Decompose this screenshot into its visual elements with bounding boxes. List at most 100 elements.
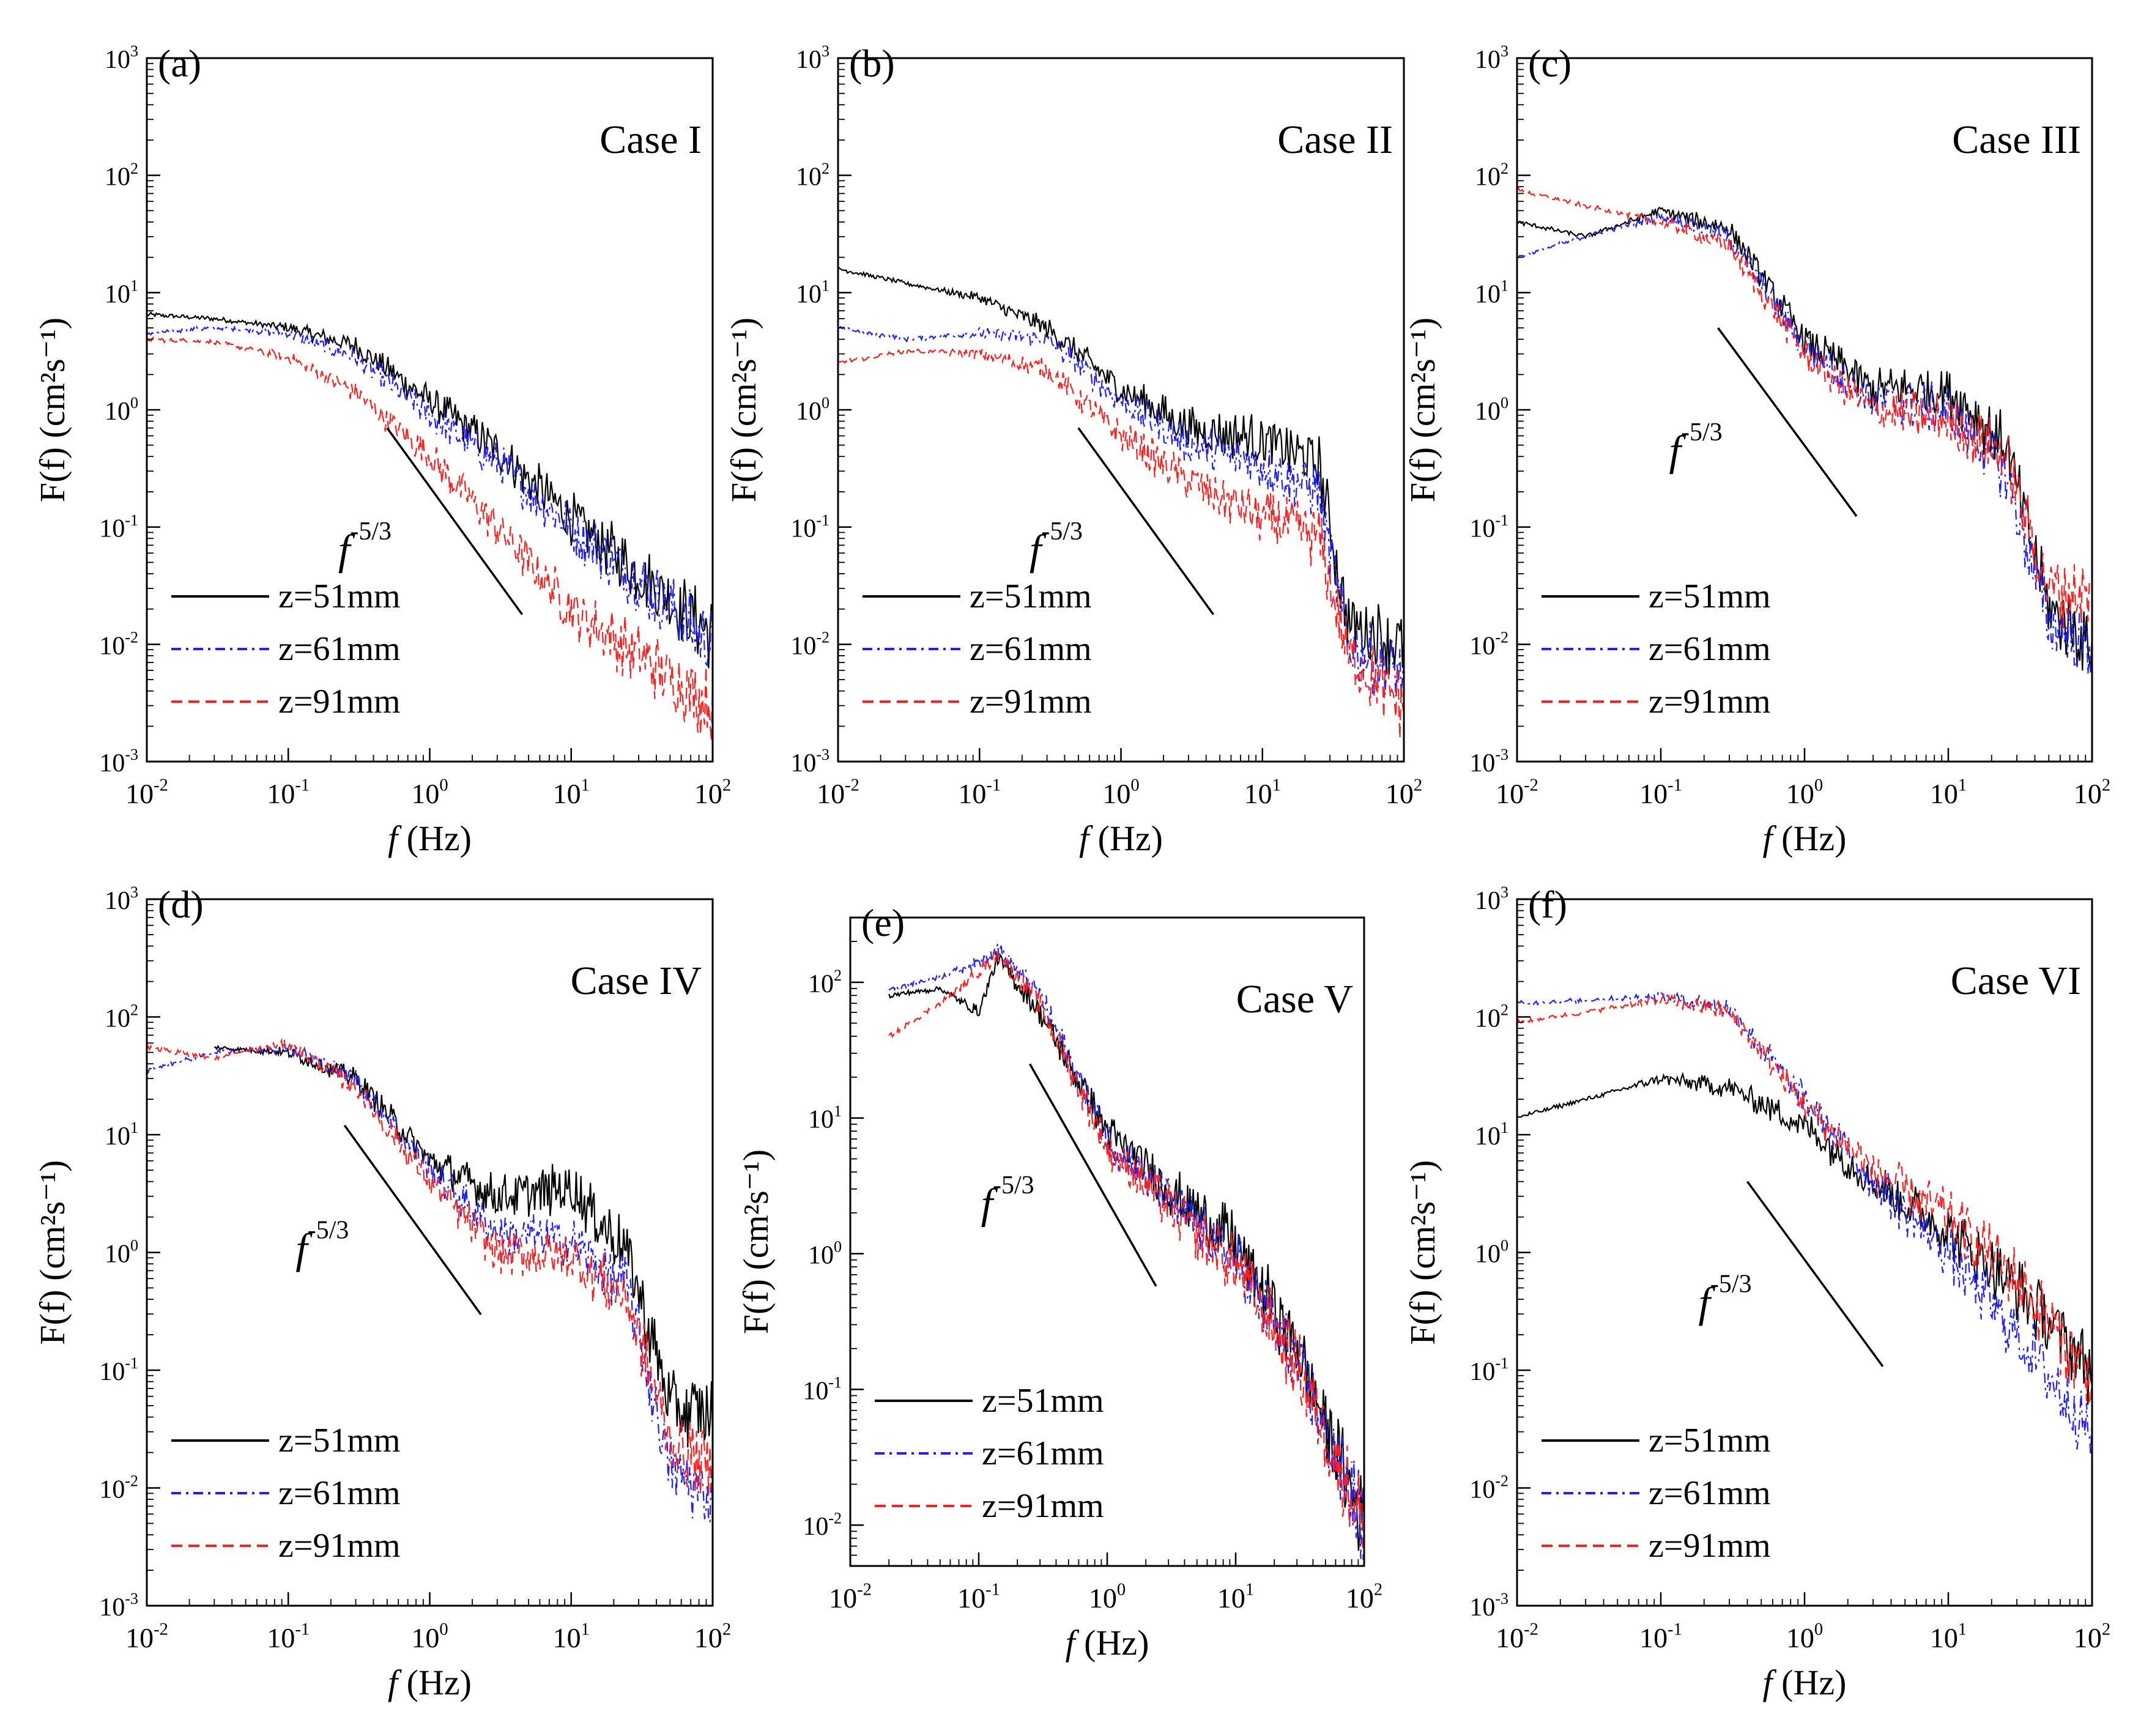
case-title: Case I — [599, 117, 702, 162]
series-line-z-51mm — [837, 267, 1405, 675]
y-tick-label: 10-1 — [803, 1373, 842, 1405]
y-tick-label: 101 — [796, 276, 829, 308]
slope-reference-line — [343, 1124, 482, 1316]
series-line-z-61mm — [146, 1044, 714, 1523]
slope-reference-line — [1077, 427, 1214, 615]
y-tick-label: 10-1 — [1469, 1354, 1508, 1386]
x-tick-label: 102 — [694, 776, 731, 809]
chart-panel-3: 10-2 10-1 100 101 10210-310-210-110010110210… — [1403, 42, 2110, 858]
series-line-z-61mm — [146, 324, 714, 667]
x-tick-label: 10-1 — [267, 776, 310, 809]
y-tick-label: 10-2 — [99, 1472, 138, 1504]
slope-reference-line — [386, 427, 523, 615]
y-tick-label: 102 — [105, 1001, 138, 1033]
x-tick-label: 100 — [1786, 1620, 1823, 1653]
case-title: Case II — [1277, 117, 1393, 162]
y-axis-label: F(f) (cm²s⁻¹) — [32, 317, 72, 502]
y-tick-label: 10-2 — [1469, 628, 1508, 660]
y-tick-label: 10-2 — [99, 628, 138, 660]
x-tick-label: 100 — [1089, 1580, 1126, 1614]
legend-entry-z-51mm: z=51mm — [970, 577, 1092, 615]
x-tick-label: 102 — [2074, 1620, 2110, 1653]
y-tick-label: 10-2 — [790, 628, 829, 660]
x-axis-label: f (Hz) — [1079, 818, 1163, 858]
series-line-z-91mm — [1516, 992, 2093, 1404]
slope-label: f-5/3 — [295, 1216, 349, 1272]
series-line-z-91mm — [146, 336, 714, 742]
legend-entry-z-61mm: z=61mm — [982, 1434, 1104, 1472]
y-tick-label: 10-1 — [790, 511, 829, 543]
y-tick-label: 10-3 — [790, 746, 829, 777]
x-tick-label: 100 — [1102, 776, 1139, 809]
y-tick-label: 10-3 — [99, 1590, 138, 1622]
legend-entry-z-51mm: z=51mm — [278, 577, 401, 615]
y-tick-label: 100 — [808, 1238, 842, 1270]
legend-entry-z-91mm: z=91mm — [1649, 683, 1771, 721]
chart-panel-2: 10-2 10-1 100 101 10210-310-210-110010110210… — [724, 42, 1422, 858]
y-tick-label: 103 — [105, 42, 138, 74]
y-tick-label: 103 — [105, 883, 138, 915]
y-tick-label: 100 — [1475, 394, 1508, 426]
x-tick-label: 101 — [1217, 1580, 1254, 1614]
y-tick-label: 10-2 — [1469, 1472, 1508, 1504]
series-line-z-91mm — [837, 347, 1405, 739]
slope-reference-line — [1029, 1063, 1157, 1287]
x-tick-label: 100 — [411, 1620, 448, 1653]
x-axis-label: f (Hz) — [1763, 1663, 1847, 1702]
x-tick-label: 100 — [411, 776, 448, 809]
x-tick-label: 10-2 — [125, 1620, 168, 1653]
legend-entry-z-91mm: z=91mm — [278, 683, 401, 721]
x-tick-label: 10-1 — [958, 776, 1001, 809]
y-axis-label: F(f) (cm²s⁻¹) — [736, 1149, 776, 1334]
x-axis-label: f (Hz) — [388, 818, 472, 858]
x-tick-label: 102 — [2074, 776, 2110, 809]
y-axis-label: F(f) (cm²s⁻¹) — [32, 1160, 72, 1345]
y-tick-label: 10-1 — [99, 1354, 138, 1386]
x-tick-label: 102 — [1346, 1580, 1382, 1614]
plot-frame — [1516, 57, 2093, 763]
legend-entry-z-61mm: z=61mm — [278, 1474, 401, 1512]
x-tick-label: 10-2 — [829, 1580, 872, 1614]
legend-entry-z-51mm: z=51mm — [1649, 577, 1771, 615]
x-tick-label: 102 — [694, 1620, 731, 1653]
series-line-z-51mm — [888, 952, 1365, 1551]
legend-entry-z-61mm: z=61mm — [1649, 630, 1771, 668]
x-tick-label: 10-2 — [817, 776, 859, 809]
y-tick-label: 103 — [1475, 883, 1508, 915]
x-tick-label: 101 — [1244, 776, 1281, 809]
y-tick-label: 10-3 — [1469, 746, 1508, 777]
slope-label: f-5/3 — [338, 517, 391, 574]
case-title: Case III — [1952, 117, 2081, 162]
series-line-z-61mm — [1516, 990, 2093, 1456]
y-tick-label: 10-1 — [99, 511, 138, 543]
panel-label: (b) — [849, 42, 895, 85]
series-line-z-51mm — [146, 311, 714, 669]
case-title: Case VI — [1951, 959, 2081, 1003]
slope-label: f-5/3 — [1669, 418, 1723, 475]
y-tick-label: 102 — [808, 966, 842, 998]
x-tick-label: 101 — [1930, 776, 1967, 809]
slope-reference-line — [1746, 1181, 1884, 1367]
series-line-z-61mm — [888, 943, 1365, 1559]
chart-panel-4: 10-2 10-1 100 101 10210-310-210-110010110210… — [32, 883, 731, 1702]
x-tick-label: 10-2 — [125, 776, 168, 809]
y-tick-label: 101 — [1475, 276, 1508, 308]
x-axis-label: f (Hz) — [1763, 818, 1847, 858]
legend-entry-z-91mm: z=91mm — [982, 1487, 1104, 1525]
legend-entry-z-61mm: z=61mm — [1649, 1474, 1771, 1512]
chart-panel-1: 10-2 10-1 100 101 10210-310-210-110010110210… — [32, 42, 731, 858]
x-tick-label: 10-1 — [957, 1580, 1000, 1614]
case-title: Case V — [1236, 977, 1353, 1022]
legend-entry-z-51mm: z=51mm — [982, 1382, 1104, 1420]
y-tick-label: 100 — [1475, 1237, 1508, 1269]
legend-entry-z-51mm: z=51mm — [1649, 1422, 1771, 1460]
chart-panel-6: 10-2 10-1 100 101 10210-310-210-110010110210… — [1403, 883, 2110, 1702]
y-tick-label: 10-2 — [803, 1509, 842, 1541]
series-line-z-91mm — [146, 1038, 714, 1496]
y-tick-label: 102 — [105, 160, 138, 191]
slope-reference-line — [1717, 327, 1858, 517]
y-tick-label: 102 — [1475, 160, 1508, 191]
x-tick-label: 101 — [553, 776, 590, 809]
y-tick-label: 100 — [105, 1237, 138, 1269]
